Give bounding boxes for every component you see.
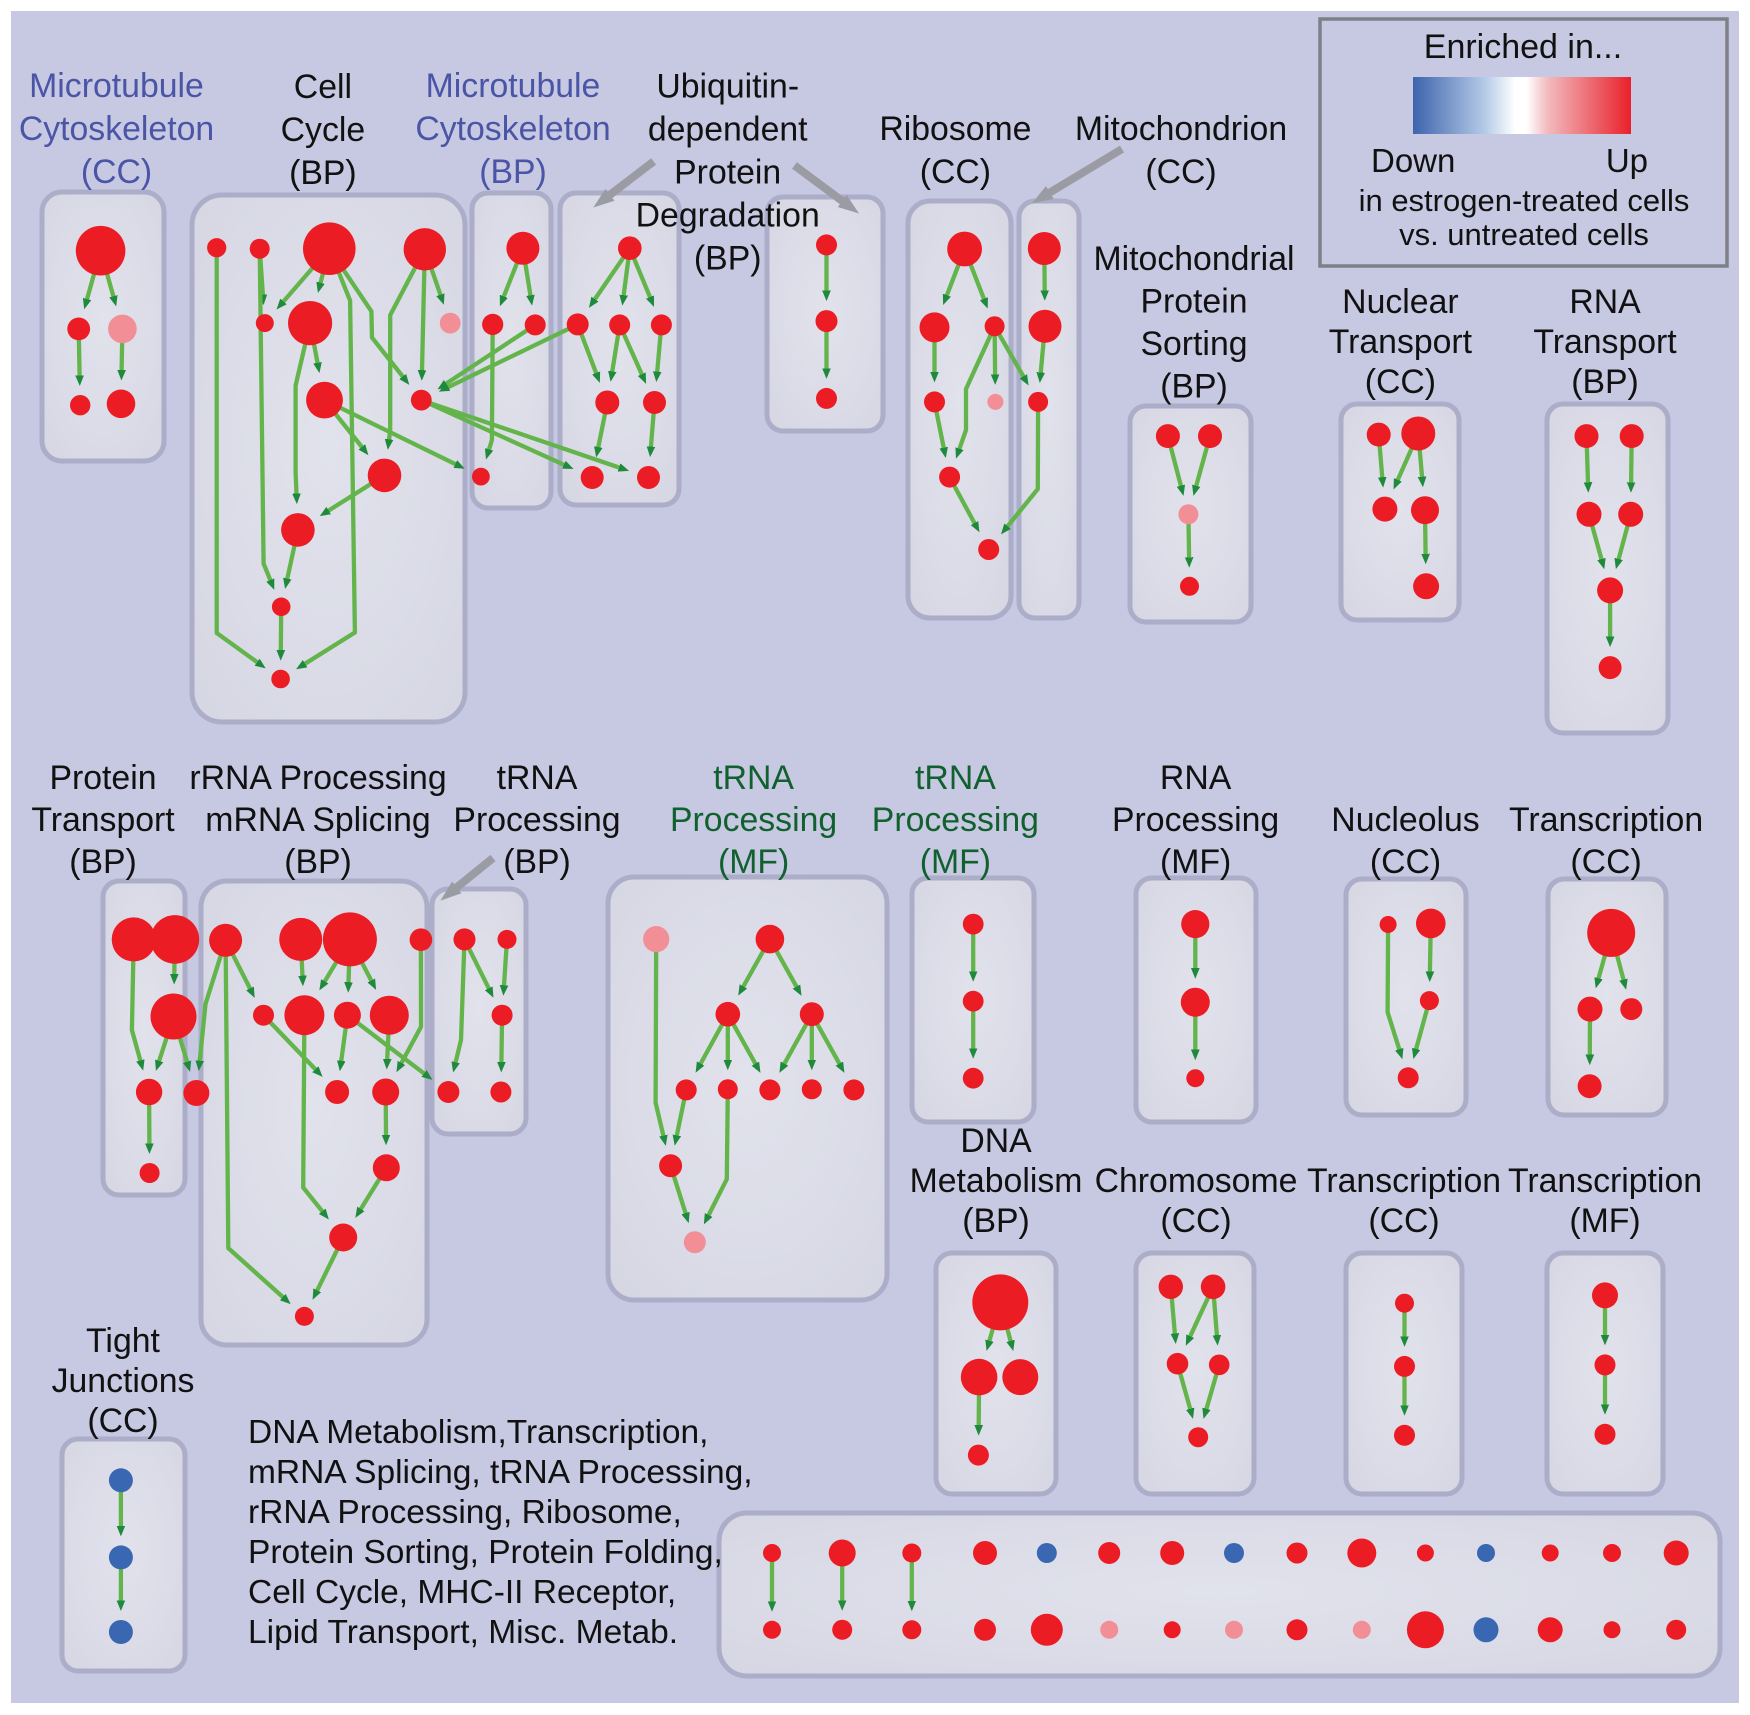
svg-text:(MF): (MF): [718, 843, 789, 881]
svg-text:(CC): (CC): [1160, 1202, 1231, 1240]
svg-text:(CC): (CC): [1365, 363, 1436, 401]
svg-text:Chromosome: Chromosome: [1095, 1162, 1298, 1200]
svg-text:Metabolism: Metabolism: [910, 1162, 1083, 1200]
svg-text:Mitochondrion: Mitochondrion: [1075, 110, 1287, 148]
svg-text:Ubiquitin-: Ubiquitin-: [656, 68, 799, 106]
svg-text:Transcription: Transcription: [1307, 1162, 1501, 1200]
svg-text:tRNA: tRNA: [915, 759, 996, 797]
svg-text:DNA: DNA: [960, 1122, 1032, 1160]
svg-text:tRNA: tRNA: [497, 759, 578, 797]
svg-text:Transport: Transport: [31, 801, 175, 839]
svg-text:Protein: Protein: [674, 154, 781, 192]
svg-text:Processing: Processing: [670, 801, 837, 839]
svg-text:rRNA Processing, Ribosome,: rRNA Processing, Ribosome,: [248, 1494, 682, 1531]
svg-text:Tight: Tight: [86, 1322, 160, 1360]
svg-text:Cycle: Cycle: [281, 111, 366, 149]
svg-text:(CC): (CC): [87, 1402, 158, 1440]
svg-text:(BP): (BP): [289, 154, 357, 192]
svg-text:(BP): (BP): [962, 1202, 1030, 1240]
svg-text:Transcription: Transcription: [1508, 1162, 1702, 1200]
svg-text:(BP): (BP): [69, 843, 137, 881]
svg-text:Processing: Processing: [872, 801, 1039, 839]
svg-text:mRNA Splicing, tRNA Processing: mRNA Splicing, tRNA Processing,: [248, 1454, 753, 1491]
svg-text:Cell Cycle, MHC-II Receptor,: Cell Cycle, MHC-II Receptor,: [248, 1574, 676, 1611]
svg-text:Transcription: Transcription: [1509, 801, 1703, 839]
svg-text:Transport: Transport: [1329, 323, 1473, 361]
svg-text:Processing: Processing: [1112, 801, 1279, 839]
svg-text:Mitochondrial: Mitochondrial: [1094, 240, 1295, 278]
svg-text:Enriched in...: Enriched in...: [1424, 28, 1622, 66]
svg-text:dependent: dependent: [648, 111, 808, 149]
svg-text:Cytoskeleton: Cytoskeleton: [19, 110, 214, 148]
svg-text:mRNA Splicing: mRNA Splicing: [205, 801, 430, 839]
svg-text:(BP): (BP): [284, 843, 352, 881]
svg-text:RNA: RNA: [1160, 759, 1232, 797]
svg-text:Protein Sorting, Protein Foldi: Protein Sorting, Protein Folding,: [248, 1534, 723, 1571]
svg-text:Protein: Protein: [1140, 283, 1247, 321]
svg-text:(CC): (CC): [1368, 1202, 1439, 1240]
svg-text:tRNA: tRNA: [713, 759, 794, 797]
svg-text:(CC): (CC): [920, 153, 991, 191]
svg-text:(CC): (CC): [1570, 843, 1641, 881]
svg-text:(MF): (MF): [920, 843, 991, 881]
svg-text:Down: Down: [1371, 142, 1455, 179]
svg-text:Processing: Processing: [453, 801, 620, 839]
svg-text:Microtubule: Microtubule: [29, 67, 204, 105]
svg-text:(CC): (CC): [81, 153, 152, 191]
svg-text:rRNA Processing: rRNA Processing: [189, 759, 446, 797]
svg-text:(BP): (BP): [503, 843, 571, 881]
svg-text:Junctions: Junctions: [52, 1362, 195, 1400]
svg-text:Cytoskeleton: Cytoskeleton: [415, 110, 610, 148]
svg-text:(BP): (BP): [1160, 368, 1228, 406]
svg-text:Lipid Transport, Misc. Metab.: Lipid Transport, Misc. Metab.: [248, 1614, 678, 1651]
svg-text:(BP): (BP): [1571, 363, 1639, 401]
svg-text:RNA: RNA: [1569, 283, 1641, 321]
svg-text:(CC): (CC): [1370, 843, 1441, 881]
svg-text:Degradation: Degradation: [636, 197, 820, 235]
svg-text:Cell: Cell: [294, 68, 352, 106]
svg-text:in estrogen-treated cells: in estrogen-treated cells: [1359, 183, 1690, 218]
svg-text:Nuclear: Nuclear: [1342, 283, 1458, 321]
svg-text:Up: Up: [1606, 142, 1648, 179]
svg-text:(BP): (BP): [694, 240, 762, 278]
svg-text:DNA Metabolism,Transcription,: DNA Metabolism,Transcription,: [248, 1414, 708, 1451]
svg-text:Ribosome: Ribosome: [879, 110, 1031, 148]
svg-text:(MF): (MF): [1160, 843, 1231, 881]
svg-text:Transport: Transport: [1533, 323, 1677, 361]
svg-text:vs. untreated cells: vs. untreated cells: [1399, 217, 1649, 252]
svg-text:Microtubule: Microtubule: [426, 67, 601, 105]
svg-text:Protein: Protein: [49, 759, 156, 797]
svg-text:(BP): (BP): [479, 153, 547, 191]
svg-text:Nucleolus: Nucleolus: [1331, 801, 1479, 839]
svg-text:Sorting: Sorting: [1140, 325, 1247, 363]
svg-text:(CC): (CC): [1145, 153, 1216, 191]
svg-text:(MF): (MF): [1569, 1202, 1640, 1240]
